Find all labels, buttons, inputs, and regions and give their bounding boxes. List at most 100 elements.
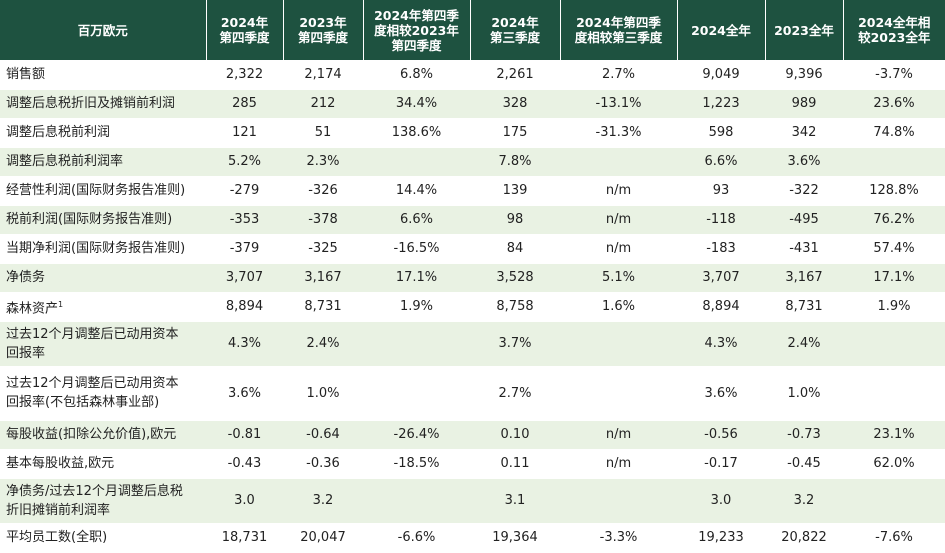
cell-value: 3.2 xyxy=(765,478,843,524)
row-label: 净债务/过去12个月调整后息税 折旧摊销前利润率 xyxy=(0,478,206,524)
table-row: 净债务/过去12个月调整后息税 折旧摊销前利润率 3.0 3.2 3.1 3.0 3.2 xyxy=(0,478,945,524)
row-label: 调整后息税前利润率 xyxy=(0,147,206,177)
column-header: 2024全年 xyxy=(677,0,766,60)
cell-value: -0.56 xyxy=(677,420,765,450)
cell-value: 3.7% xyxy=(470,321,560,367)
column-header: 2023年 第四季度 xyxy=(283,0,364,60)
cell-value: 84 xyxy=(470,234,560,264)
cell-value: 1.9% xyxy=(363,292,470,322)
cell-value: 2,322 xyxy=(206,60,283,90)
row-label: 净债务 xyxy=(0,263,206,293)
cell-value: 1.0% xyxy=(283,366,363,421)
table-row: 销售额 2,322 2,174 6.8% 2,261 2.7% 9,049 9,396 -3.7… xyxy=(0,60,945,90)
cell-value: 175 xyxy=(470,118,560,148)
cell-value: -6.6% xyxy=(363,523,470,553)
cell-value: -378 xyxy=(283,205,363,235)
row-label: 销售额 xyxy=(0,60,206,90)
cell-value: 1.0% xyxy=(765,366,843,421)
cell-value: -431 xyxy=(765,234,843,264)
table-row: 调整后息税前利润 121 51 138.6% 175 -31.3% 598 342 74.8% xyxy=(0,118,945,148)
cell-value: 1,223 xyxy=(677,89,765,119)
cell-value: 6.6% xyxy=(677,147,765,177)
cell-value: -13.1% xyxy=(560,89,677,119)
cell-value: -0.64 xyxy=(283,420,363,450)
cell-value: -183 xyxy=(677,234,765,264)
cell-value: 0.10 xyxy=(470,420,560,450)
table-row: 调整后息税折旧及摊销前利润 285 212 34.4% 328 -13.1% 1,223 98… xyxy=(0,89,945,119)
cell-value xyxy=(843,321,945,367)
table-row: 平均员工数(全职) 18,731 20,047 -6.6% 19,364 -3.3% 19,… xyxy=(0,523,945,553)
cell-value: 14.4% xyxy=(363,176,470,206)
cell-value: 51 xyxy=(283,118,363,148)
table-row: 每股收益(扣除公允价值),欧元 -0.81 -0.64 -26.4% 0.10 n/m -0… xyxy=(0,420,945,450)
cell-value xyxy=(363,147,470,177)
cell-value: -322 xyxy=(765,176,843,206)
cell-value: 3,167 xyxy=(765,263,843,293)
cell-value: 74.8% xyxy=(843,118,945,148)
row-label: 调整后息税前利润 xyxy=(0,118,206,148)
header-unit-label: 百万欧元 xyxy=(0,0,207,60)
cell-value: 23.1% xyxy=(843,420,945,450)
row-label: 每股收益(扣除公允价值),欧元 xyxy=(0,420,206,450)
cell-value: -279 xyxy=(206,176,283,206)
cell-value: 3,528 xyxy=(470,263,560,293)
row-label: 过去12个月调整后已动用资本 回报率 xyxy=(0,321,206,367)
table-row: 净债务 3,707 3,167 17.1% 3,528 5.1% 3,707 3,167 17.… xyxy=(0,263,945,293)
cell-value: 8,758 xyxy=(470,292,560,322)
table-row: 调整后息税前利润率 5.2% 2.3% 7.8% 6.6% 3.6% xyxy=(0,147,945,177)
cell-value xyxy=(560,147,677,177)
cell-value: 2.4% xyxy=(765,321,843,367)
cell-value: -18.5% xyxy=(363,449,470,479)
cell-value: 2,174 xyxy=(283,60,363,90)
cell-value xyxy=(843,366,945,421)
cell-value: 23.6% xyxy=(843,89,945,119)
cell-value: 19,364 xyxy=(470,523,560,553)
cell-value: -3.7% xyxy=(843,60,945,90)
cell-value: 2.7% xyxy=(560,60,677,90)
cell-value: 139 xyxy=(470,176,560,206)
row-label: 当期净利润(国际财务报告准则) xyxy=(0,234,206,264)
table-row: 基本每股收益,欧元 -0.43 -0.36 -18.5% 0.11 n/m -0.17 -0.… xyxy=(0,449,945,479)
cell-value: 5.1% xyxy=(560,263,677,293)
cell-value: 34.4% xyxy=(363,89,470,119)
cell-value: 2.7% xyxy=(470,366,560,421)
cell-value: 6.8% xyxy=(363,60,470,90)
cell-value: 17.1% xyxy=(843,263,945,293)
cell-value: 4.3% xyxy=(206,321,283,367)
cell-value: n/m xyxy=(560,420,677,450)
table-body: 销售额 2,322 2,174 6.8% 2,261 2.7% 9,049 9,396 -3.7… xyxy=(0,60,945,553)
cell-value: 8,894 xyxy=(206,292,283,322)
cell-value: -118 xyxy=(677,205,765,235)
table-row: 税前利润(国际财务报告准则) -353 -378 6.6% 98 n/m -118 -495 7… xyxy=(0,205,945,235)
row-label: 森林资产1 xyxy=(0,292,206,322)
cell-value: 18,731 xyxy=(206,523,283,553)
cell-value: n/m xyxy=(560,176,677,206)
cell-value: 9,049 xyxy=(677,60,765,90)
cell-value: 3,707 xyxy=(677,263,765,293)
column-header: 2024年 第四季度 xyxy=(206,0,284,60)
cell-value: 3.6% xyxy=(765,147,843,177)
cell-value: 7.8% xyxy=(470,147,560,177)
cell-value: 8,731 xyxy=(765,292,843,322)
cell-value: 1.6% xyxy=(560,292,677,322)
cell-value: -26.4% xyxy=(363,420,470,450)
table-row: 森林资产1 8,894 8,731 1.9% 8,758 1.6% 8,894 8,731 1.… xyxy=(0,292,945,322)
cell-value: 3.2 xyxy=(283,478,363,524)
cell-value: 598 xyxy=(677,118,765,148)
cell-value: 1.9% xyxy=(843,292,945,322)
cell-value: -326 xyxy=(283,176,363,206)
column-header: 2024年第四季 度相较第三季度 xyxy=(560,0,678,60)
cell-value: 2.3% xyxy=(283,147,363,177)
row-label: 调整后息税折旧及摊销前利润 xyxy=(0,89,206,119)
cell-value xyxy=(560,366,677,421)
cell-value: n/m xyxy=(560,234,677,264)
cell-value: n/m xyxy=(560,449,677,479)
cell-value: 5.2% xyxy=(206,147,283,177)
cell-value xyxy=(560,478,677,524)
cell-value: 20,822 xyxy=(765,523,843,553)
cell-value: 76.2% xyxy=(843,205,945,235)
table-row: 当期净利润(国际财务报告准则) -379 -325 -16.5% 84 n/m -183 -4… xyxy=(0,234,945,264)
cell-value: 989 xyxy=(765,89,843,119)
cell-value: 8,731 xyxy=(283,292,363,322)
